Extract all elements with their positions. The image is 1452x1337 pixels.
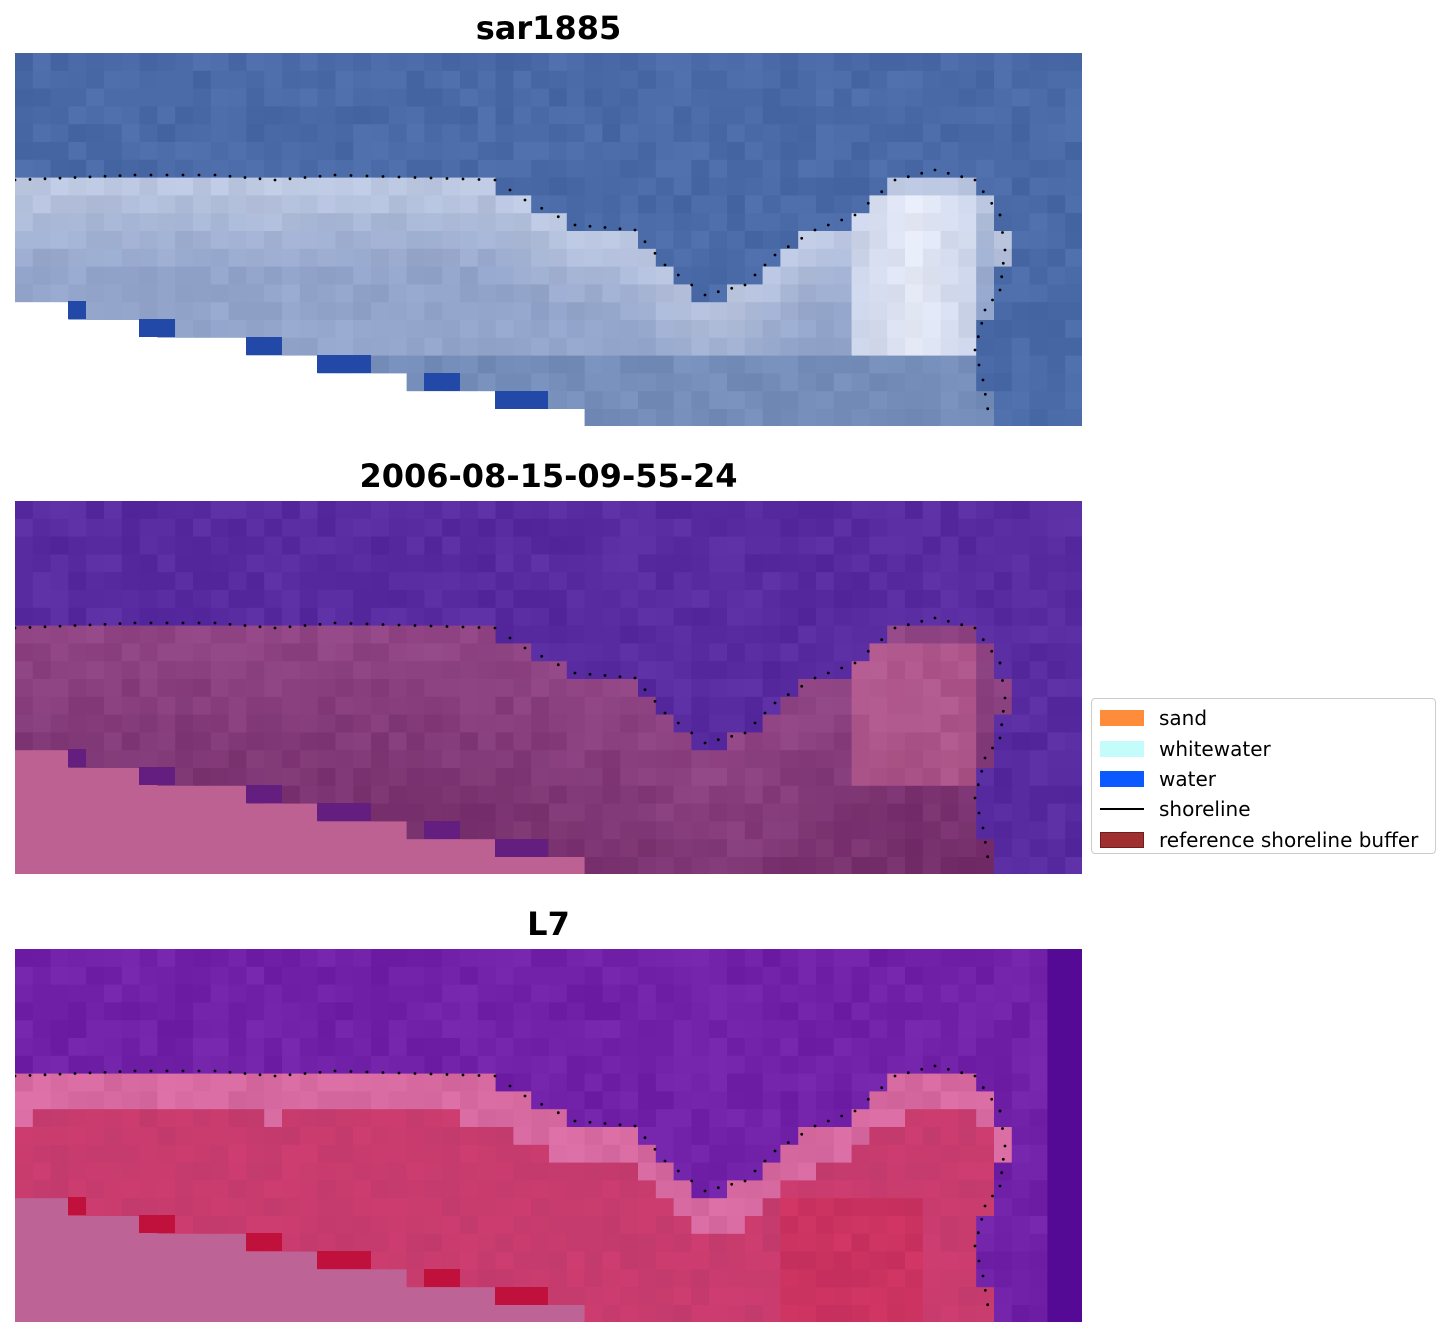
- panel-title-classified-date: 2006-08-15-09-55-24: [359, 457, 738, 495]
- buffer-swatch-icon: [1100, 831, 1144, 848]
- raster-pixels: [15, 53, 1082, 426]
- shoreline-line-icon: [1100, 801, 1144, 817]
- raster-pixels: [15, 949, 1082, 1322]
- edge-pixel-block: [68, 301, 86, 319]
- edge-pixel-block: [68, 1197, 86, 1215]
- panel-title-l7: L7: [527, 905, 570, 943]
- edge-pixel-block: [495, 1287, 548, 1305]
- shoreline-dots: [15, 1064, 1007, 1307]
- legend-label: reference shoreline buffer: [1159, 827, 1419, 852]
- panel-title-sar1885: sar1885: [475, 9, 622, 47]
- edge-pixel-block: [246, 1233, 282, 1251]
- legend-label: water: [1159, 766, 1216, 791]
- legend-label: whitewater: [1159, 736, 1271, 761]
- edge-pixel-block: [495, 839, 548, 857]
- edge-pixel-block: [246, 785, 282, 803]
- edge-pixel-block: [317, 803, 371, 821]
- legend-label: sand: [1159, 706, 1208, 731]
- image-panel-sar1885: [15, 53, 1082, 426]
- legend-label: shoreline: [1159, 797, 1251, 822]
- edge-pixel-block: [424, 1269, 460, 1287]
- image-panel-classified: [15, 501, 1082, 874]
- edge-pixel-block: [495, 391, 548, 409]
- edge-pixel-block: [139, 767, 175, 785]
- edge-pixel-block: [424, 373, 460, 391]
- shoreline-dots: [15, 616, 1007, 859]
- legend-item-shoreline: shoreline: [1100, 794, 1427, 824]
- water-swatch-icon: [1100, 770, 1144, 787]
- sand-swatch-icon: [1100, 710, 1144, 727]
- raster-pixels: [15, 501, 1082, 874]
- legend-item-sand: sand: [1100, 703, 1427, 733]
- edge-pixel-block: [139, 319, 175, 337]
- legend: sand whitewater water shoreline referenc…: [1091, 698, 1436, 854]
- legend-item-whitewater: whitewater: [1100, 733, 1427, 763]
- legend-item-reference-shoreline-buffer: reference shoreline buffer: [1100, 825, 1427, 855]
- edge-pixel-block: [246, 337, 282, 355]
- whitewater-swatch-icon: [1100, 740, 1144, 757]
- edge-pixel-block: [317, 1251, 371, 1269]
- edge-pixel-block: [139, 1215, 175, 1233]
- edge-pixel-block: [68, 749, 86, 767]
- shoreline-dots: [15, 168, 1007, 411]
- legend-item-water: water: [1100, 764, 1427, 794]
- edge-pixel-block: [424, 821, 460, 839]
- image-panel-l7: [15, 949, 1082, 1322]
- edge-pixel-block: [317, 355, 371, 373]
